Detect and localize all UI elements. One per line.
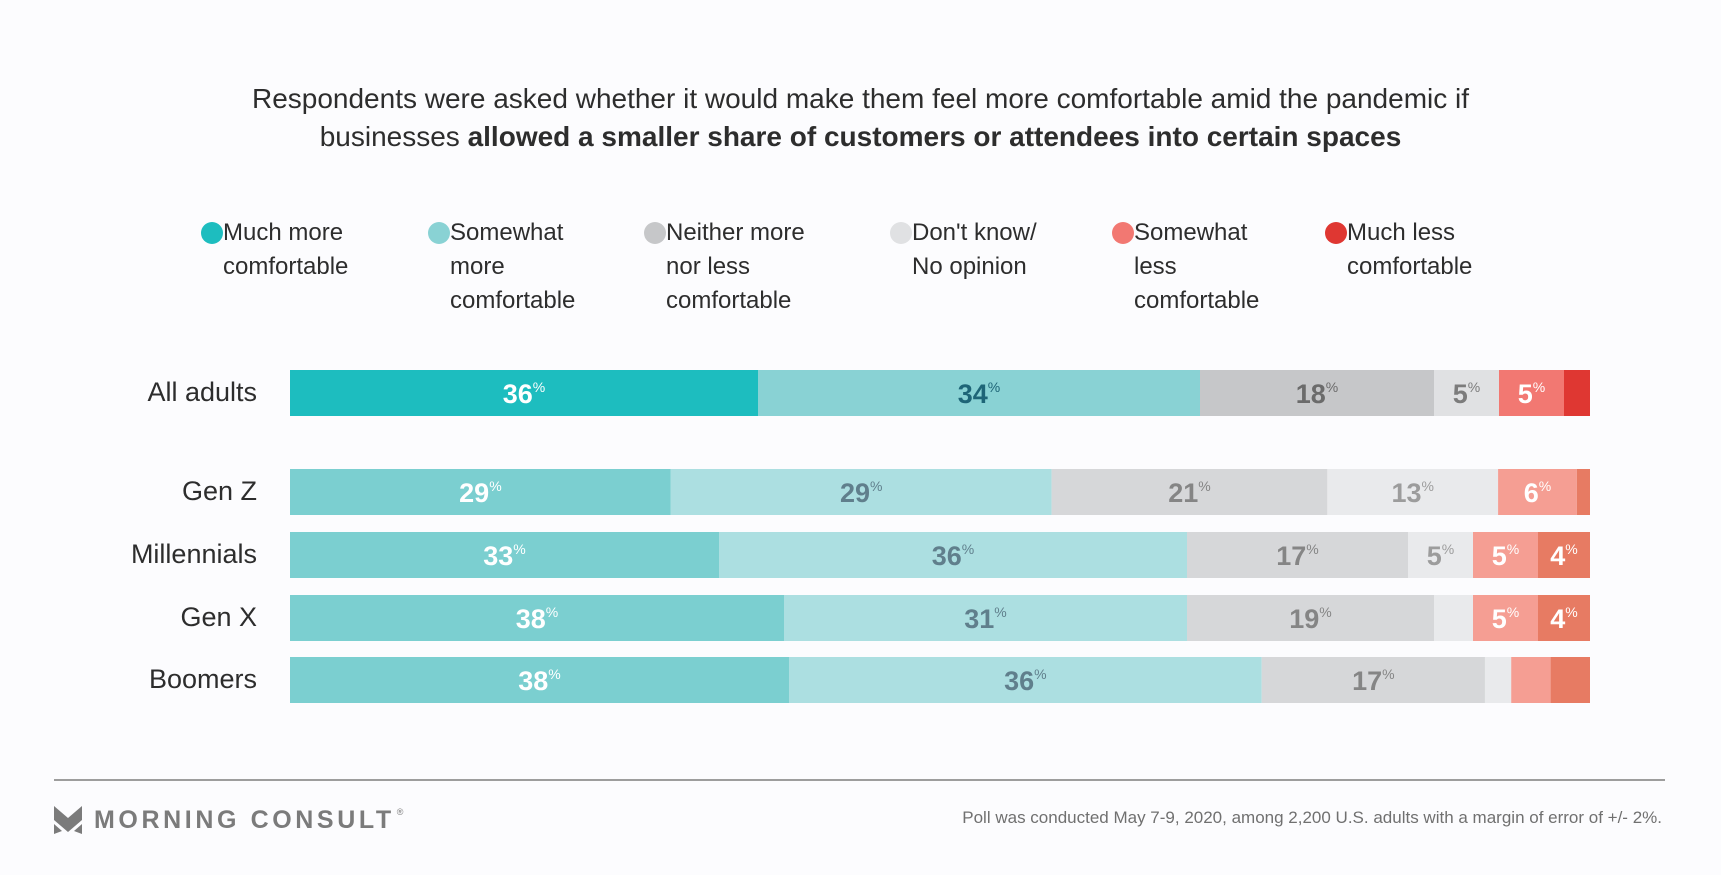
bar-segment bbox=[290, 595, 784, 641]
bar-row: 38% 36% 17% bbox=[290, 657, 1590, 703]
bar-row: 38% 31% 19% 5% 4% bbox=[290, 595, 1590, 641]
bar-row: 33% 36% 17% 5% 5% 4% bbox=[290, 532, 1590, 578]
data-label: 38% bbox=[516, 604, 559, 634]
bar-segment bbox=[1473, 595, 1538, 641]
methodology-footnote: Poll was conducted May 7-9, 2020, among … bbox=[962, 808, 1662, 827]
bar-segment bbox=[1261, 657, 1485, 703]
bar-segment bbox=[1484, 657, 1512, 703]
morning-consult-logo: MORNING CONSULT ® bbox=[54, 805, 403, 835]
bar-segment bbox=[788, 657, 1262, 703]
bar-segment bbox=[1576, 469, 1590, 515]
bar-segment bbox=[1434, 370, 1499, 416]
bar-segment bbox=[1187, 532, 1408, 578]
legend-label: Somewhat more comfortable bbox=[450, 219, 576, 314]
bar-segment bbox=[1187, 595, 1434, 641]
legend-swatch-icon bbox=[890, 222, 912, 244]
bar-row: 29% 29% 21% 13% 6% bbox=[290, 469, 1590, 515]
bar-segment bbox=[1051, 469, 1328, 515]
bar-segment bbox=[1473, 532, 1538, 578]
category-label: Millennials bbox=[130, 539, 257, 569]
title-line-2-prefix: businesses bbox=[319, 121, 468, 152]
bar-segment bbox=[290, 469, 671, 515]
morning-consult-chevron-icon bbox=[54, 806, 82, 834]
bar-segment bbox=[1538, 532, 1590, 578]
bar-segment bbox=[670, 469, 1052, 515]
title-line-1: Respondents were asked whether it would … bbox=[251, 83, 1470, 114]
data-label: 36% bbox=[1004, 666, 1047, 696]
bar-segment bbox=[1327, 469, 1499, 515]
bar-segment bbox=[290, 532, 719, 578]
bar-segment bbox=[719, 532, 1187, 578]
bar-segment bbox=[1564, 370, 1590, 416]
legend-swatch-icon bbox=[1325, 222, 1347, 244]
legend-label: Don't know/ No opinion bbox=[912, 219, 1037, 280]
category-label: Boomers bbox=[148, 664, 257, 694]
chart-title: Respondents were asked whether it would … bbox=[0, 80, 1721, 156]
data-label: 34% bbox=[958, 379, 1001, 409]
bar-segment bbox=[290, 657, 789, 703]
category-label: Gen Z bbox=[181, 476, 257, 506]
legend-swatch-icon bbox=[644, 222, 666, 244]
legend-label: Much more comfortable bbox=[223, 219, 349, 280]
category-label: All adults bbox=[147, 377, 257, 407]
bar-segment bbox=[1498, 469, 1577, 515]
bar-segment bbox=[1408, 532, 1473, 578]
category-label: Gen X bbox=[180, 602, 257, 632]
data-label: 36% bbox=[932, 541, 975, 571]
title-line-2: businesses allowed a smaller share of cu… bbox=[0, 118, 1721, 156]
bar-segment bbox=[758, 370, 1200, 416]
bar-segment bbox=[784, 595, 1187, 641]
bar-segment bbox=[1538, 595, 1590, 641]
bar-segment bbox=[1434, 595, 1473, 641]
legend-label: Much less comfortable bbox=[1347, 219, 1473, 280]
data-label: 13% bbox=[1391, 478, 1434, 508]
legend-swatch-icon bbox=[428, 222, 450, 244]
bar-segment bbox=[1550, 657, 1590, 703]
legend-label: Somewhat less comfortable bbox=[1134, 219, 1260, 314]
bar-segment bbox=[1499, 370, 1564, 416]
data-label: 6% bbox=[1524, 478, 1551, 508]
data-label: 5% bbox=[1518, 379, 1545, 409]
title-line-2-emphasis: allowed a smaller share of customers or … bbox=[467, 121, 1402, 152]
legend-swatch-icon bbox=[1112, 222, 1134, 244]
bar-segment bbox=[290, 370, 758, 416]
bar-segment bbox=[1511, 657, 1551, 703]
footer-divider bbox=[54, 779, 1665, 781]
legend-label: Neither more nor less comfortable bbox=[666, 219, 805, 314]
brand-name: MORNING CONSULT bbox=[94, 805, 395, 834]
legend-swatch-icon bbox=[201, 222, 223, 244]
bar-row: 36% 34% 18% 5% 5% bbox=[290, 370, 1590, 416]
registered-mark: ® bbox=[396, 807, 404, 817]
bar-segment bbox=[1200, 370, 1434, 416]
